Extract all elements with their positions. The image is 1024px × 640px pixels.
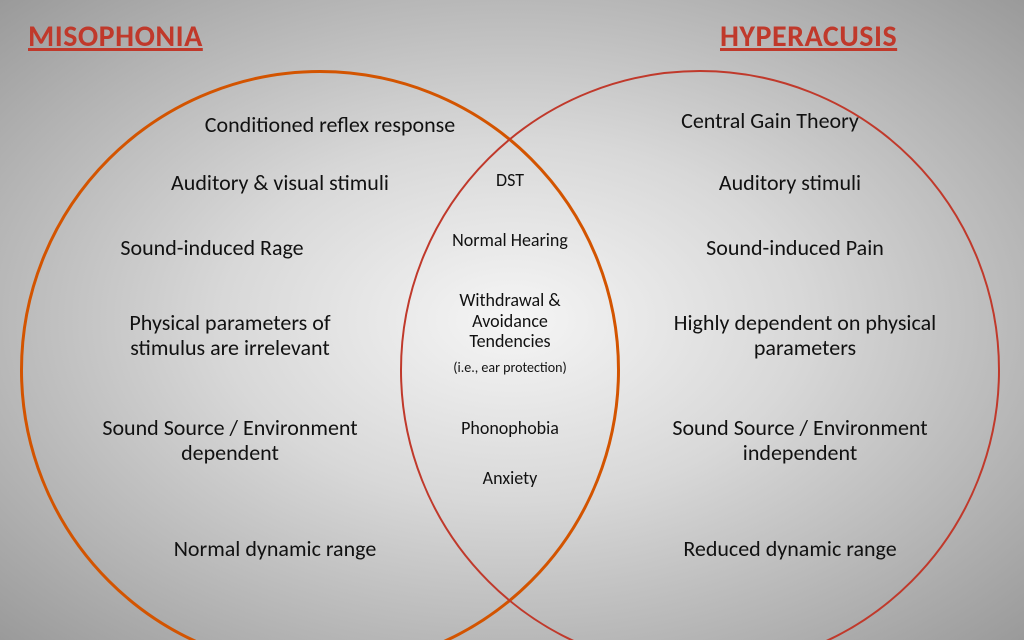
left-item-1: Auditory & visual stimuli — [120, 170, 440, 195]
right-item-2: Sound-induced Pain — [645, 235, 945, 260]
right-item-5: Reduced dynamic range — [620, 536, 960, 561]
left-item-3: Physical parameters ofstimulus are irrel… — [60, 310, 400, 361]
venn-canvas: MISOPHONIA HYPERACUSIS Conditioned refle… — [0, 0, 1024, 640]
left-item-0: Conditioned reflex response — [170, 112, 490, 137]
right-item-1: Auditory stimuli — [650, 170, 930, 195]
middle-item-4: Phonophobia — [430, 418, 590, 439]
middle-item-3: (i.e., ear protection) — [420, 360, 600, 376]
right-item-4: Sound Source / Environmentindependent — [620, 415, 980, 466]
middle-item-5: Anxiety — [430, 468, 590, 489]
left-item-4: Sound Source / Environmentdependent — [60, 415, 400, 466]
title-left: MISOPHONIA — [28, 18, 203, 55]
middle-item-2: Withdrawal &AvoidanceTendencies — [420, 290, 600, 352]
title-right: HYPERACUSIS — [720, 18, 897, 55]
middle-item-1: Normal Hearing — [430, 230, 590, 251]
middle-item-0: DST — [430, 170, 590, 191]
left-item-2: Sound-induced Rage — [62, 235, 362, 260]
right-item-3: Highly dependent on physicalparameters — [625, 310, 985, 361]
left-item-5: Normal dynamic range — [115, 536, 435, 561]
right-item-0: Central Gain Theory — [610, 108, 930, 133]
